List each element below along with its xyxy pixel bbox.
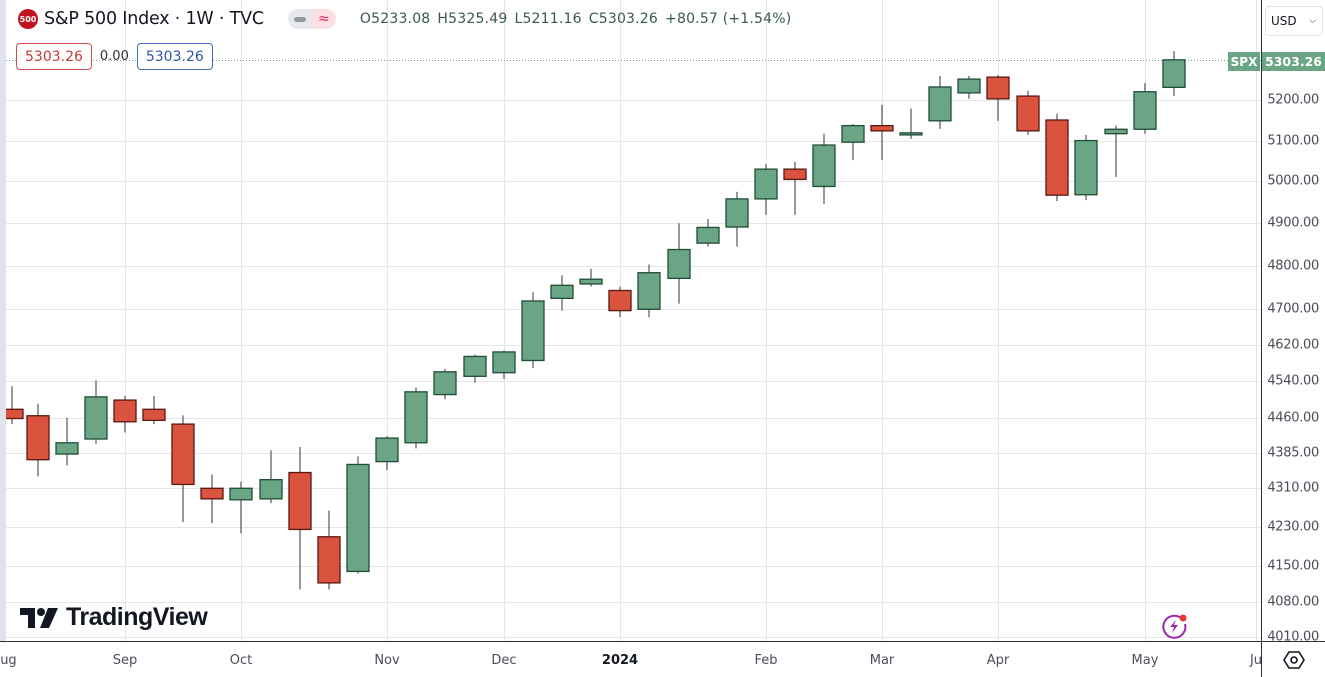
settings-hexagon-icon — [1282, 650, 1305, 669]
time-axis-label: Nov — [374, 653, 400, 668]
time-axis-label: Feb — [754, 653, 778, 668]
change-value: +80.57 (+1.54%) — [665, 11, 792, 27]
candle-up[interactable] — [1162, 51, 1186, 97]
legend-toggle-pill[interactable]: ≈ — [287, 9, 336, 29]
trade-buttons: 5303.26 0.00 5303.26 — [16, 43, 213, 70]
candle-up[interactable] — [812, 133, 836, 204]
candle-down[interactable] — [317, 510, 341, 590]
price-axis-label: 4080.00 — [1267, 594, 1319, 610]
price-axis-label: 4150.00 — [1267, 558, 1319, 574]
time-axis-label: Apr — [986, 653, 1010, 668]
candle-down[interactable] — [986, 75, 1010, 121]
candle-down[interactable] — [1016, 90, 1040, 135]
candle-up[interactable] — [899, 108, 923, 139]
candle-up[interactable] — [725, 191, 749, 247]
candle-down[interactable] — [1045, 113, 1069, 201]
candle-down[interactable] — [26, 403, 50, 477]
candle-up[interactable] — [229, 481, 253, 534]
symbol-price-tag: SPX — [1228, 52, 1260, 71]
ohlc-values: O5233.08 H5325.49 L5211.16 C5303.26 +80.… — [360, 11, 792, 27]
candle-up[interactable] — [84, 380, 108, 444]
candle-up[interactable] — [433, 369, 457, 400]
time-axis-label: Aug — [0, 653, 17, 668]
candle-down[interactable] — [6, 386, 24, 425]
candle-down[interactable] — [113, 395, 137, 433]
candle-down[interactable] — [870, 104, 894, 161]
time-axis-label: Mar — [869, 653, 895, 668]
price-axis-label: 4310.00 — [1267, 480, 1319, 496]
price-axis-label: 5200.00 — [1267, 92, 1319, 108]
candle-up[interactable] — [492, 350, 516, 380]
chart-legend: 500 S&P 500 Index · 1W · TVC ≈ O5233.08 … — [18, 9, 791, 29]
candle-up[interactable] — [928, 75, 952, 129]
chevron-down-icon: ⌵ — [1309, 16, 1316, 26]
time-axis-label: Oct — [229, 653, 253, 668]
candlestick-chart[interactable] — [6, 0, 1261, 641]
time-axis-label: Ju — [1249, 653, 1263, 668]
chart-pane[interactable] — [6, 0, 1261, 641]
price-axis-label: 4385.00 — [1267, 445, 1319, 461]
chart-title[interactable]: S&P 500 Index · 1W · TVC — [44, 9, 264, 29]
tradingview-logo[interactable]: TradingView — [20, 603, 208, 632]
candle-down[interactable] — [142, 395, 166, 425]
tradingview-logo-icon — [20, 607, 58, 628]
candle-up[interactable] — [55, 417, 79, 466]
candle-up[interactable] — [1104, 125, 1128, 177]
settings-button[interactable] — [1261, 641, 1325, 677]
candle-up[interactable] — [463, 354, 487, 383]
logo-text: TradingView — [66, 603, 208, 631]
time-axis-label: May — [1131, 653, 1159, 668]
price-axis-label: 5000.00 — [1267, 173, 1319, 189]
candle-up[interactable] — [1133, 83, 1157, 134]
symbol-logo-icon[interactable]: 500 — [18, 9, 38, 29]
candle-up[interactable] — [550, 275, 574, 311]
candle-up[interactable] — [696, 219, 720, 247]
candle-down[interactable] — [171, 415, 195, 523]
time-axis-label: 2024 — [601, 653, 639, 668]
candle-down[interactable] — [783, 161, 807, 215]
price-axis-label: 4620.00 — [1267, 337, 1319, 353]
sell-button[interactable]: 5303.26 — [16, 43, 92, 70]
candle-up[interactable] — [375, 436, 399, 471]
price-axis-label: 4230.00 — [1267, 519, 1319, 535]
candle-up[interactable] — [259, 450, 283, 504]
price-axis-label: 4800.00 — [1267, 258, 1319, 274]
close-value: C5303.26 — [588, 11, 659, 27]
time-axis[interactable]: Aug Sep Oct Nov Dec 2024 Feb Mar Apr May Ju — [0, 641, 1263, 677]
candle-up[interactable] — [579, 268, 603, 287]
candle-up[interactable] — [1074, 134, 1098, 201]
candle-up[interactable] — [957, 75, 981, 99]
candle-up[interactable] — [404, 387, 428, 449]
candle-down[interactable] — [288, 446, 312, 590]
price-axis-label: 5100.00 — [1267, 133, 1319, 149]
price-axis-label: 4900.00 — [1267, 215, 1319, 231]
buy-button[interactable]: 5303.26 — [136, 43, 213, 70]
lightning-alert-icon[interactable] — [1161, 613, 1188, 640]
candle-up[interactable] — [754, 164, 778, 215]
candle-up[interactable] — [346, 456, 370, 574]
candle-up[interactable] — [637, 264, 661, 318]
candle-up[interactable] — [841, 124, 865, 161]
left-edge-strip — [0, 0, 6, 677]
price-axis-label: 4460.00 — [1267, 410, 1319, 426]
price-axis-label: 4700.00 — [1267, 301, 1319, 317]
candle-down[interactable] — [200, 474, 224, 524]
time-axis-label: Sep — [112, 653, 138, 668]
wave-icon[interactable]: ≈ — [311, 9, 336, 29]
last-price-label: 5303.26 — [1262, 52, 1325, 71]
low-value: L5211.16 — [514, 11, 582, 27]
currency-select[interactable]: USD ⌵ — [1265, 6, 1323, 36]
currency-label: USD — [1271, 14, 1297, 28]
candle-down[interactable] — [608, 286, 632, 318]
price-axis-label: 4540.00 — [1267, 373, 1319, 389]
candle-up[interactable] — [667, 223, 691, 304]
spread-value: 0.00 — [99, 49, 129, 64]
high-value: H5325.49 — [437, 11, 508, 27]
time-axis-label: Dec — [491, 653, 517, 668]
price-axis[interactable]: 5200.00 5100.00 5000.00 4900.00 4800.00 4700.… — [1261, 0, 1325, 645]
minus-icon[interactable] — [287, 9, 312, 29]
open-value: O5233.08 — [359, 11, 431, 27]
candle-up[interactable] — [521, 292, 545, 369]
